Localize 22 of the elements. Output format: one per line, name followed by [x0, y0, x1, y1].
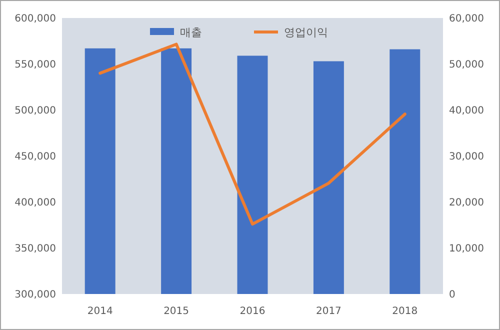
- legend-label: 매출: [180, 26, 202, 39]
- x-tick-label: 2018: [392, 306, 418, 317]
- y-tick-label: 500,000: [14, 106, 56, 116]
- line-series: [98, 42, 406, 226]
- legend-label: 영업이익: [284, 26, 328, 39]
- y2-tick-label: 60,000: [449, 14, 484, 24]
- y-tick-label: 600,000: [14, 14, 56, 24]
- y-tick-label: 350,000: [14, 244, 56, 254]
- y2-tick-label: 0: [449, 290, 456, 300]
- x-tick-label: 2016: [240, 306, 266, 317]
- x-tick-label: 2017: [316, 306, 342, 317]
- y2-tick-label: 30,000: [449, 152, 484, 162]
- y2-tick-label: 50,000: [449, 60, 484, 70]
- y-tick-label: 300,000: [14, 290, 56, 300]
- x-tick-label: 2014: [87, 306, 113, 317]
- y-tick-label: 550,000: [14, 60, 56, 70]
- y2-tick-label: 20,000: [449, 198, 484, 208]
- y-tick-label: 400,000: [14, 198, 56, 208]
- y-tick-label: 450,000: [14, 152, 56, 162]
- y2-tick-label: 40,000: [449, 106, 484, 116]
- x-tick-label: 2015: [164, 306, 190, 317]
- y2-tick-label: 10,000: [449, 244, 484, 254]
